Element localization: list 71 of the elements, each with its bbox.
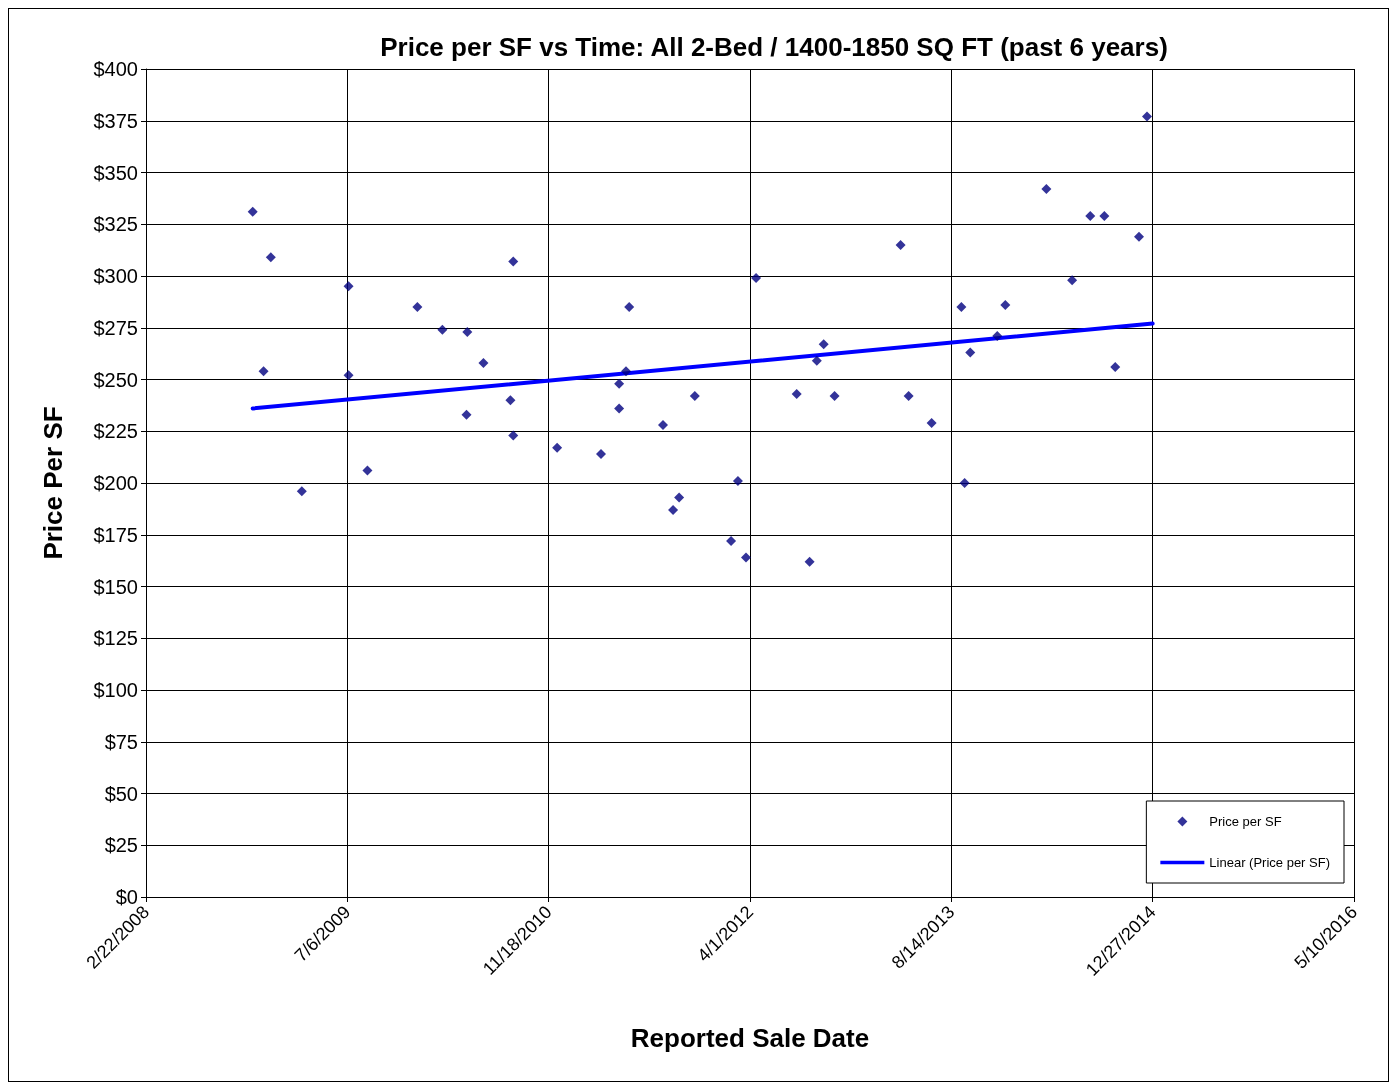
y-tick-label: $0 [115, 886, 138, 908]
point [343, 370, 354, 381]
y-tick-label: $100 [93, 679, 138, 701]
point [895, 239, 906, 250]
point [247, 206, 258, 217]
x-axis-title: Reported Sale Date [630, 1023, 870, 1053]
legend-label: Linear (Price per SF) [1209, 855, 1331, 870]
point [412, 302, 423, 313]
point [462, 326, 473, 337]
point [829, 391, 840, 402]
point [296, 486, 307, 497]
point [751, 273, 762, 284]
point [614, 403, 625, 414]
point [620, 366, 631, 377]
y-tick-label: $175 [93, 523, 138, 546]
y-tick-label: $200 [93, 472, 138, 494]
point [658, 420, 669, 431]
y-tick-label: $125 [93, 627, 138, 650]
point [689, 391, 700, 402]
point [258, 366, 269, 377]
point [992, 331, 1003, 342]
y-tick-label: $250 [93, 368, 138, 391]
point [1041, 184, 1052, 195]
point [505, 395, 516, 406]
point [674, 492, 685, 503]
point [461, 409, 472, 420]
point [818, 339, 829, 350]
y-tick-label: $325 [93, 213, 138, 236]
point [740, 552, 751, 563]
y-tick-label: $225 [93, 420, 138, 443]
point [956, 302, 967, 313]
point [1099, 210, 1110, 221]
point [437, 324, 448, 335]
point [965, 347, 976, 358]
point [732, 475, 743, 486]
point [804, 556, 815, 567]
point [1133, 231, 1144, 242]
point [668, 504, 679, 515]
y-tick-label: $75 [104, 730, 138, 753]
y-tick-label: $275 [93, 316, 138, 339]
point [1067, 275, 1078, 286]
point [614, 378, 625, 389]
point [478, 357, 489, 368]
y-axis-title: Price Per SF [38, 406, 68, 560]
point [552, 442, 563, 453]
point [1000, 299, 1011, 310]
point [508, 256, 519, 267]
y-tick-label: $25 [104, 834, 138, 857]
point [343, 281, 354, 292]
legend-label: Price per SF [1209, 814, 1282, 829]
point [596, 449, 607, 460]
point [1110, 362, 1121, 373]
y-tick-label: $400 [93, 58, 138, 80]
point [265, 252, 276, 263]
point [362, 465, 373, 476]
chart-title: Price per SF vs Time: All 2-Bed / 1400-1850 SQ FT (past 6 years) [380, 32, 1168, 62]
point [1085, 210, 1096, 221]
point [508, 430, 519, 441]
point [624, 302, 635, 313]
point [1142, 111, 1153, 122]
point [926, 417, 937, 428]
y-tick-label: $150 [93, 575, 138, 598]
point [726, 535, 737, 546]
point [811, 355, 822, 366]
point [959, 478, 970, 488]
y-tick-label: $350 [93, 161, 138, 184]
y-tick-label: $50 [104, 782, 138, 805]
point [903, 391, 914, 402]
point [791, 388, 802, 399]
y-tick-label: $375 [93, 109, 138, 132]
y-tick-label: $300 [93, 265, 138, 287]
